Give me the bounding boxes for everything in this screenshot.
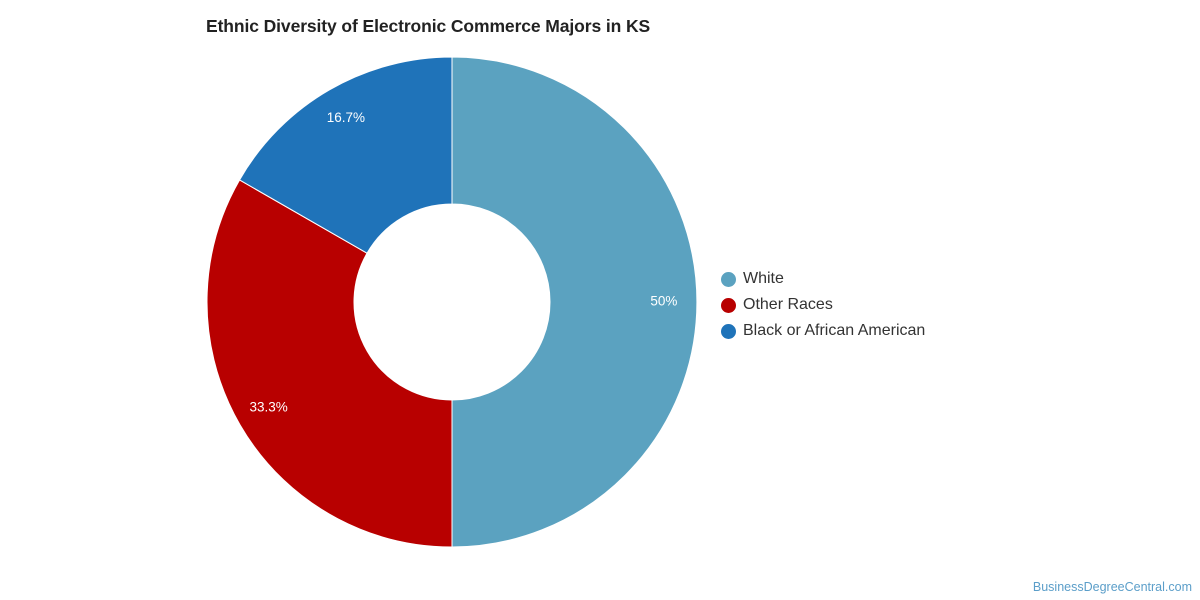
legend-label: White [743,270,784,287]
slice-value-label: 16.7% [327,110,365,125]
donut-slice-white[interactable] [451,56,698,548]
chart-legend: White Other Races Black or African America… [721,266,925,344]
donut-slice-labels: 50% 33.3% 16.7% [249,110,677,415]
legend-swatch [721,323,736,339]
slice-value-label: 33.3% [249,400,287,415]
donut-slices [206,56,698,548]
source-watermark[interactable]: BusinessDegreeCentral.com [1032,580,1192,594]
chart-title: Ethnic Diversity of Electronic Commerce … [206,16,651,36]
legend-label: Black or African American [743,322,926,339]
legend-swatch [721,297,736,313]
legend-swatch [721,271,736,287]
legend-item[interactable]: Black or African American [721,318,925,344]
legend-item[interactable]: Other Races [721,292,925,318]
donut-slice-black-or-african-american[interactable] [238,56,453,254]
donut-slice-other-races[interactable] [206,179,453,548]
legend-label: Other Races [743,296,833,313]
legend-item[interactable]: White [721,266,925,292]
slice-value-label: 50% [650,294,677,309]
